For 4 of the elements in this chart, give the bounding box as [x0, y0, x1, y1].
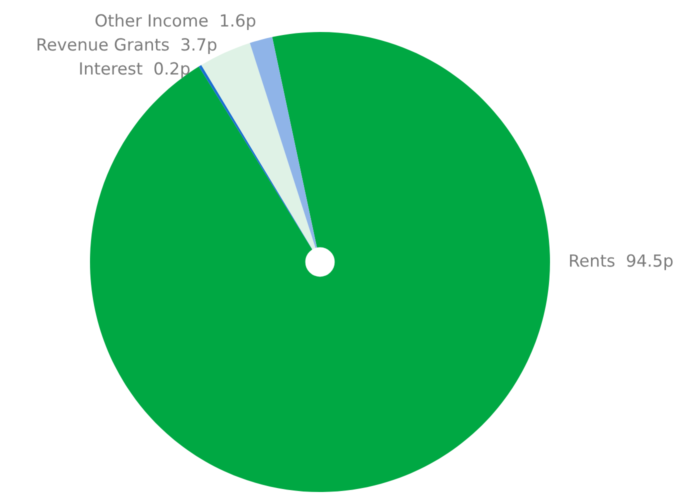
slice-label: Rents 94.5p	[570, 254, 673, 270]
slice-label: Other Income 1.6p	[96, 14, 256, 30]
slice-label: Interest 0.2p	[80, 62, 190, 78]
slice-label: Revenue Grants 3.7p	[38, 38, 216, 54]
